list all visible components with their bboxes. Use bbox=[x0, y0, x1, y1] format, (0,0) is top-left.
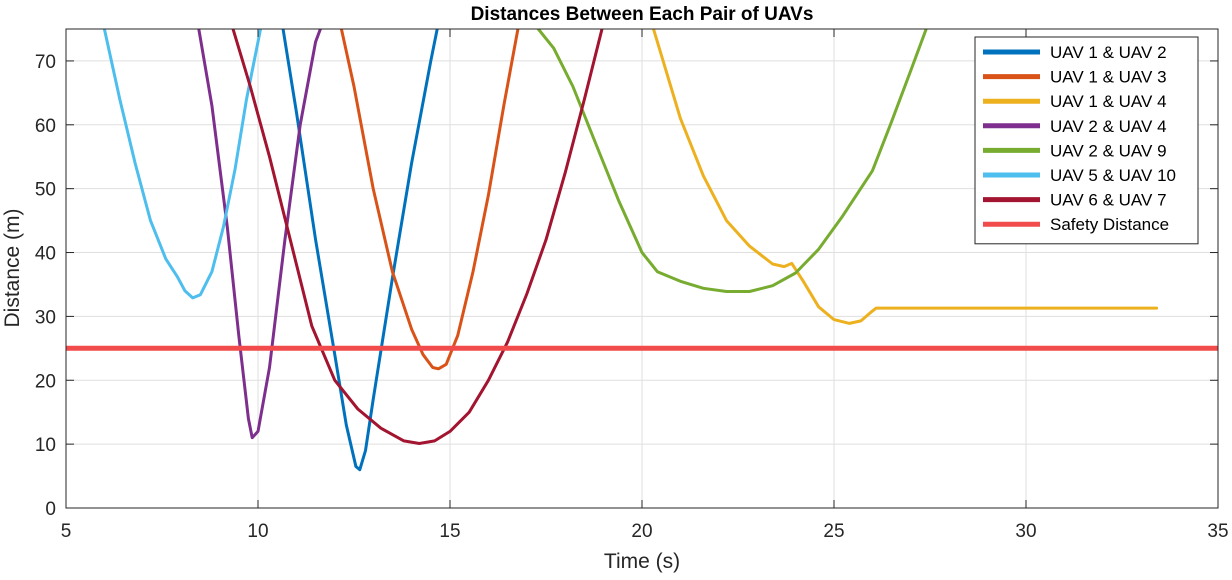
legend-label: Safety Distance bbox=[1050, 215, 1169, 234]
series-line-uav-5-uav-10 bbox=[102, 29, 263, 300]
series-line-uav-2-uav-4 bbox=[197, 29, 323, 440]
legend-label: UAV 1 & UAV 4 bbox=[1050, 92, 1167, 111]
legend-label: UAV 1 & UAV 2 bbox=[1050, 43, 1167, 62]
y-tick-label: 60 bbox=[35, 116, 56, 137]
y-tick-label: 40 bbox=[35, 244, 56, 265]
y-tick-label: 50 bbox=[35, 180, 56, 201]
y-tick-label: 0 bbox=[45, 499, 56, 520]
x-tick-label: 10 bbox=[247, 521, 268, 542]
chart-title: Distances Between Each Pair of UAVs bbox=[471, 4, 814, 25]
x-tick-label: 35 bbox=[1207, 521, 1228, 542]
legend-label: UAV 2 & UAV 9 bbox=[1050, 141, 1167, 160]
series-line-uav-1-uav-3 bbox=[339, 29, 520, 371]
legend: UAV 1 & UAV 2 UAV 1 & UAV 3 UAV 1 & UAV 4 U… bbox=[974, 36, 1199, 245]
series-layer bbox=[66, 29, 1218, 472]
y-tick-label: 30 bbox=[35, 307, 56, 328]
legend-label: UAV 2 & UAV 4 bbox=[1050, 117, 1167, 136]
series-line-uav-6-uav-7 bbox=[231, 29, 604, 445]
y-tick-label: 20 bbox=[35, 371, 56, 392]
x-tick-label: 5 bbox=[61, 521, 72, 542]
y-tick-label: 70 bbox=[35, 52, 56, 73]
legend-label: UAV 6 & UAV 7 bbox=[1050, 191, 1167, 210]
tick-layer: 5 10 15 20 25 30 35 0 10 20 30 40 50 60 70 bbox=[35, 29, 1229, 542]
series-line-uav-1-uav-2 bbox=[281, 29, 439, 472]
x-axis-label: Time (s) bbox=[604, 550, 680, 573]
series-line-uav-2-uav-9 bbox=[536, 29, 928, 293]
x-tick-label: 15 bbox=[439, 521, 460, 542]
x-tick-label: 20 bbox=[631, 521, 652, 542]
legend-label: UAV 5 & UAV 10 bbox=[1050, 166, 1176, 185]
legend-box bbox=[974, 36, 1199, 245]
series-line-uav-1-uav-4 bbox=[652, 29, 1159, 325]
y-tick-label: 10 bbox=[35, 435, 56, 456]
legend-label: UAV 1 & UAV 3 bbox=[1050, 68, 1167, 87]
x-tick-label: 30 bbox=[1015, 521, 1036, 542]
y-axis-label: Distance (m) bbox=[1, 208, 24, 327]
x-tick-label: 25 bbox=[823, 521, 844, 542]
